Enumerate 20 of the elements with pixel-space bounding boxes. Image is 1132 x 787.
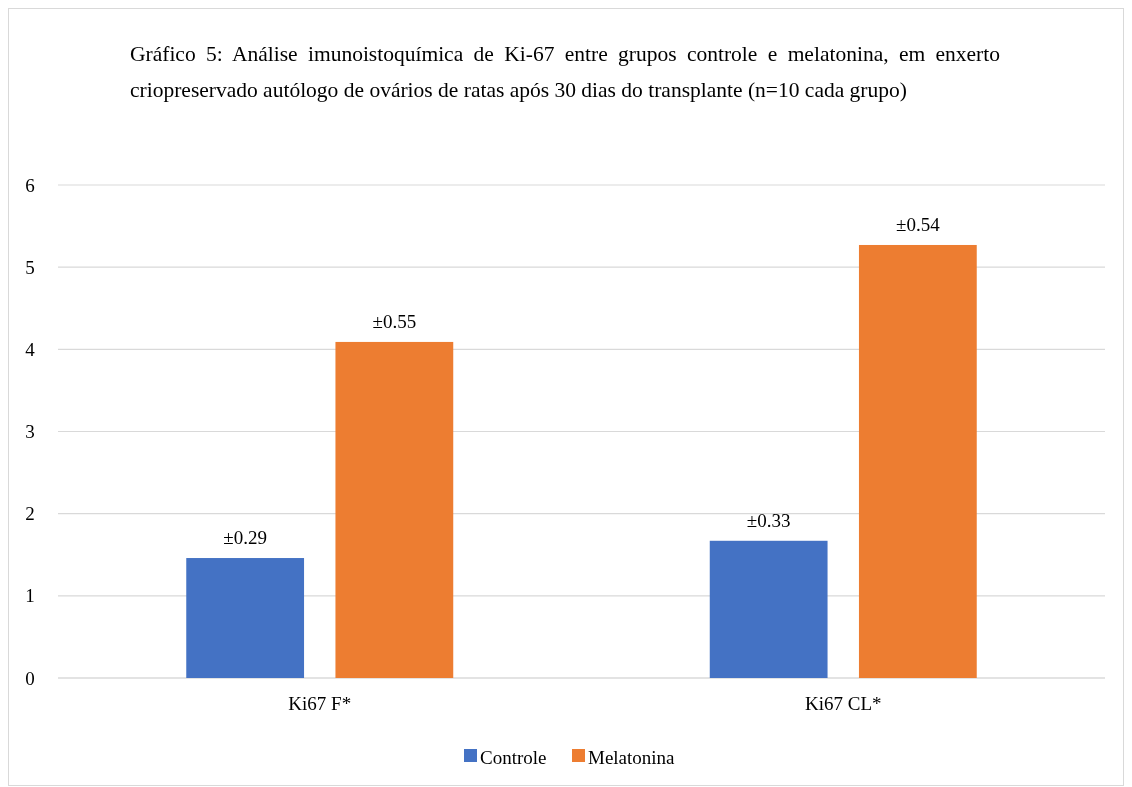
- bar: [858, 244, 977, 678]
- bar: [709, 540, 828, 678]
- y-tick-label: 6: [25, 174, 35, 196]
- x-tick-label: Ki67 F*: [288, 693, 352, 714]
- annotation: ±0.29: [223, 527, 267, 549]
- y-tick-label: 3: [25, 421, 35, 443]
- annotation: ±0.55: [372, 310, 417, 332]
- legend-label: Controle: [480, 746, 547, 768]
- bar: [335, 341, 454, 678]
- y-tick-label: 4: [25, 338, 36, 360]
- y-tick-label: 2: [25, 503, 35, 525]
- y-tick-label: 0: [25, 667, 35, 689]
- legend-label: Melatonina: [588, 746, 676, 768]
- x-tick-label: Ki67 CL*: [804, 693, 882, 714]
- annotation: ±0.33: [746, 509, 791, 531]
- bar: [186, 558, 305, 678]
- y-tick-label: 1: [25, 585, 35, 607]
- y-tick-label: 5: [25, 256, 35, 278]
- chart-title: Gráfico 5: Análise imunoistoquímica de Ki-67 entre grupos controle e melatonina, em enxerto criopreservado autólogo de ovários de ratas após 30 dias do transplante (n=10 cada grupo): [130, 41, 1000, 104]
- annotation: ±0.54: [896, 213, 941, 235]
